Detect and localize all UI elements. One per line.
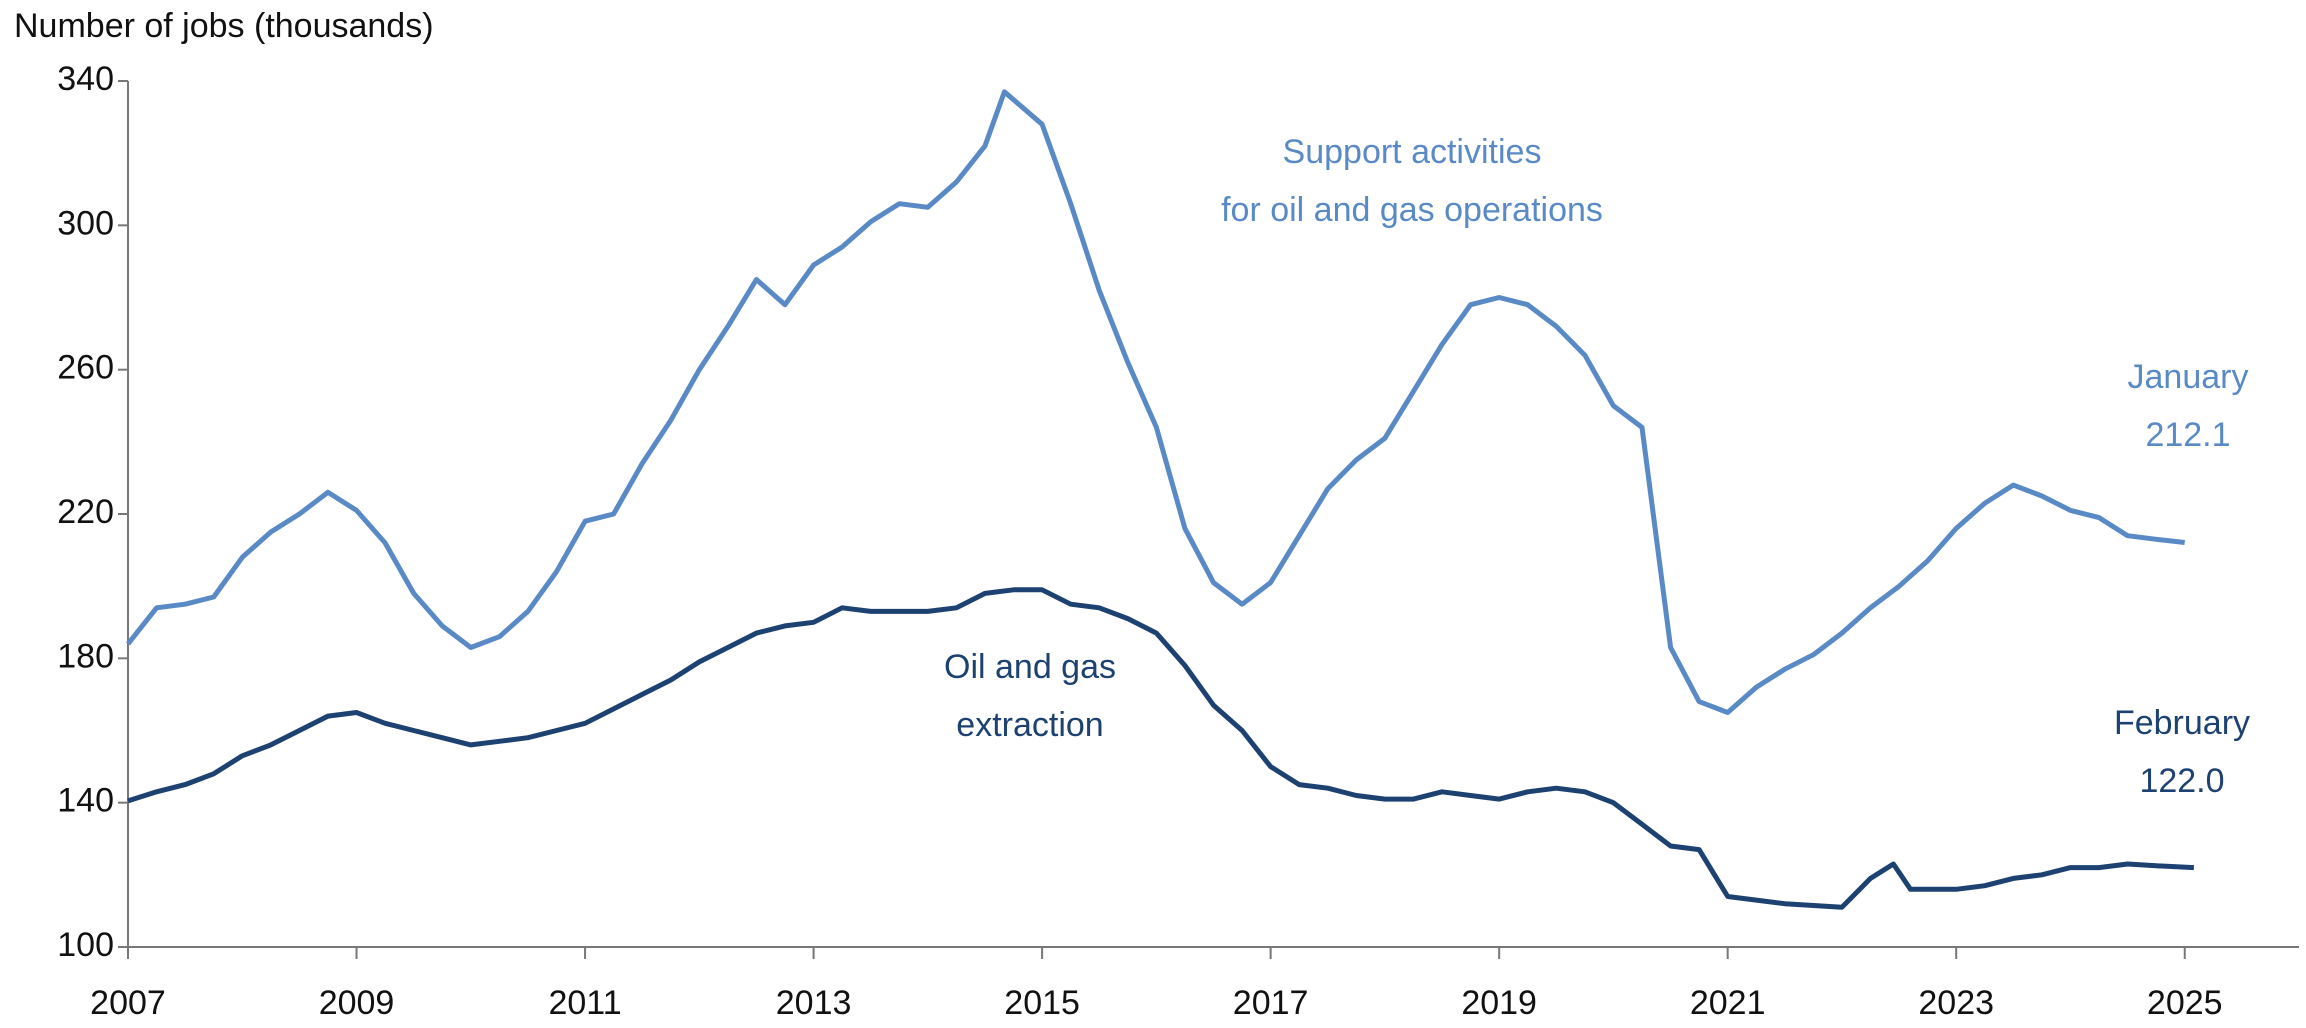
annotation: Support activities [1283, 133, 1542, 171]
annotation: extraction [956, 706, 1103, 744]
annotation: 212.1 [2145, 416, 2230, 454]
x-tick-label: 2007 [90, 984, 166, 1022]
series-line [127, 587, 2195, 910]
x-tick-label: 2023 [1918, 984, 1994, 1022]
annotation: February [2114, 704, 2250, 742]
x-tick-label: 2013 [776, 984, 852, 1022]
series-line [126, 89, 2185, 715]
x-tick-label: 2009 [319, 984, 395, 1022]
annotation: 122.0 [2139, 762, 2224, 800]
y-tick-label: 220 [57, 493, 114, 531]
y-tick-label: 300 [57, 204, 114, 242]
y-tick-label: 180 [57, 637, 114, 675]
x-tick-label: 2019 [1461, 984, 1537, 1022]
y-tick-label: 140 [57, 782, 114, 820]
annotation: January [2128, 358, 2249, 396]
annotation: for oil and gas operations [1221, 191, 1603, 229]
y-tick-label: 340 [57, 60, 114, 98]
x-tick-label: 2015 [1004, 984, 1080, 1022]
y-axis-label: Number of jobs (thousands) [14, 7, 434, 45]
y-tick-label: 260 [57, 349, 114, 387]
x-tick-label: 2021 [1690, 984, 1766, 1022]
x-tick-label: 2011 [548, 984, 621, 1022]
y-tick-label: 100 [57, 926, 114, 964]
annotation: Oil and gas [944, 648, 1116, 686]
x-tick-label: 2017 [1233, 984, 1309, 1022]
x-tick-label: 2025 [2147, 984, 2223, 1022]
